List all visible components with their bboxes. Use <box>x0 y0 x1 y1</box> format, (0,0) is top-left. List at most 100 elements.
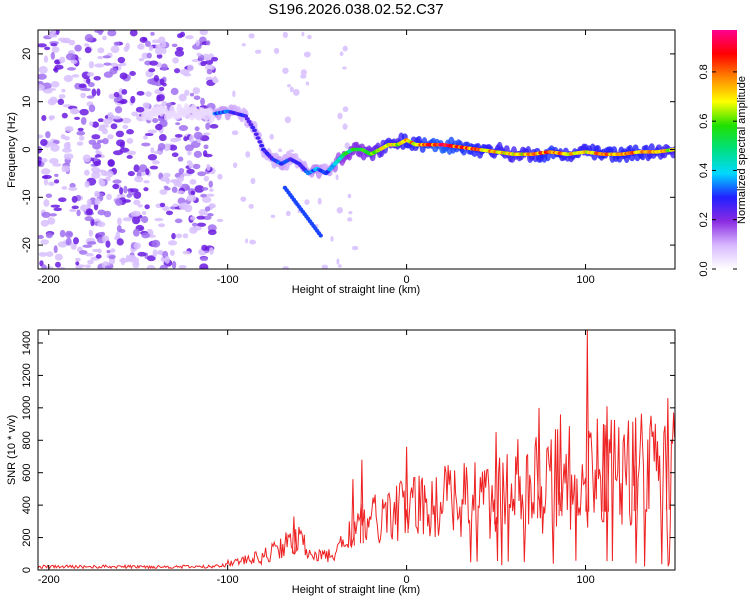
spectrogram-cell <box>200 60 207 67</box>
spectrogram-cell <box>115 198 123 206</box>
spectrogram-cell <box>196 215 206 220</box>
spectrogram-cell <box>197 171 207 177</box>
spectrogram-cell <box>194 126 200 132</box>
spectrogram-cell <box>148 45 154 51</box>
spectrogram-cell <box>248 122 254 127</box>
y-tick-label: 1200 <box>21 363 33 387</box>
spectrogram-cell <box>137 43 145 50</box>
spectrogram-cell <box>250 125 256 130</box>
spectrogram-cell <box>116 139 125 147</box>
spectrogram-cell <box>116 225 122 233</box>
spectrogram-cell <box>112 115 122 120</box>
spectrogram-cell <box>86 198 92 207</box>
spectrogram-cell <box>113 97 119 103</box>
spectrogram-cell <box>97 232 106 236</box>
spectrogram-cell <box>165 210 174 216</box>
spectrogram-cell <box>55 30 60 36</box>
spectrogram-cell <box>202 132 211 136</box>
spectrogram-cell <box>154 217 164 222</box>
spectrogram-cell <box>110 123 118 130</box>
snr-peak <box>605 406 609 512</box>
spectrogram-cell <box>254 49 262 54</box>
spectrogram-cell <box>45 232 53 239</box>
spectrogram-cell <box>156 53 163 59</box>
spectrogram-cell <box>110 248 116 253</box>
spectrogram-cell <box>216 218 224 223</box>
spectrogram-cell <box>185 185 190 191</box>
spectrogram-cell <box>40 239 49 245</box>
spectrogram-cell <box>61 112 68 119</box>
spectrogram-cell <box>71 205 79 210</box>
spectrogram-cell <box>347 217 353 222</box>
spectrogram-cell <box>141 211 147 216</box>
spectrogram-cell <box>107 112 114 118</box>
spectrogram-cell <box>162 205 170 212</box>
spectrogram-cell <box>136 91 145 96</box>
spectrogram-cell <box>92 121 99 128</box>
spectrogram-cell <box>184 144 194 152</box>
spectrogram-cell <box>170 137 179 143</box>
spectrogram-cell <box>240 196 247 202</box>
spectrogram-cell <box>129 30 138 37</box>
spectrogram-cell <box>335 174 339 181</box>
spectrogram-cell <box>38 84 45 91</box>
spectrogram-cell <box>84 216 94 222</box>
spectrogram-cell <box>69 108 79 115</box>
spectrogram-cell <box>199 263 209 269</box>
spectrogram-cell <box>41 264 47 269</box>
spectrogram-cell <box>85 252 94 257</box>
spectrogram-cell <box>58 197 67 203</box>
spectrogram-cell <box>301 31 305 37</box>
spectrogram-cell <box>143 135 148 140</box>
spectrogram-cell <box>141 142 151 147</box>
spectrogram-cell <box>108 254 116 260</box>
spectrogram-cell <box>78 135 85 141</box>
spectrogram-cell <box>47 142 57 147</box>
spectrogram-cell <box>252 128 258 133</box>
spectrogram-cell <box>155 47 163 55</box>
spectrogram-cell <box>192 44 202 50</box>
snr-y-axis-label: SNR (10 * v/v) <box>6 415 18 485</box>
spectrogram-cell <box>43 88 53 94</box>
spectrogram-cell <box>212 78 219 84</box>
spectrogram-cell <box>147 129 158 134</box>
spectrogram-cell <box>76 141 84 146</box>
x-tick-label: 0 <box>404 574 410 586</box>
spectrogram-cell <box>93 75 101 81</box>
spectrogram-cell <box>53 179 60 184</box>
spectrogram-cell <box>49 41 60 45</box>
spectrogram-cell <box>282 31 288 39</box>
spectrogram-x-ticks: -200 -100 0 100 <box>38 30 595 286</box>
spectrogram-cell <box>169 144 178 151</box>
spectrogram-cell <box>189 134 194 143</box>
spectrogram-cell <box>321 264 329 269</box>
spectrogram-cell <box>182 250 191 255</box>
spectrogram-cell <box>74 44 82 52</box>
spectrogram-cell <box>117 217 122 226</box>
spectrogram-cell <box>42 174 52 179</box>
snr-peak <box>633 417 638 511</box>
spectrogram-cell <box>116 238 124 246</box>
spectrogram-cell <box>159 134 167 142</box>
spectrogram-cell <box>172 57 179 64</box>
spectrogram-cell <box>255 136 261 140</box>
spectrogram-cell <box>38 73 47 80</box>
spectrogram-cell <box>105 240 111 248</box>
spectrogram-cell <box>61 186 68 190</box>
spectrogram-cell <box>70 59 78 64</box>
spectrogram-cell <box>104 265 112 269</box>
spectrogram-cell <box>282 266 289 269</box>
spectrogram-cell <box>54 253 63 261</box>
spectrogram-cell <box>50 81 60 88</box>
spectrogram-cell <box>75 261 80 266</box>
spectrogram-cell <box>79 250 88 255</box>
spectrogram-cell <box>40 138 48 147</box>
spectrogram-cell <box>86 78 91 84</box>
spectrogram-cell <box>91 171 101 179</box>
spectrogram-cell <box>196 222 207 227</box>
y-tick-label: 0 <box>21 567 33 573</box>
spectrogram-cell <box>67 67 76 71</box>
spectrogram-cell <box>155 44 164 50</box>
spectrogram-cell <box>57 98 65 105</box>
spectrogram-cell <box>193 150 202 158</box>
